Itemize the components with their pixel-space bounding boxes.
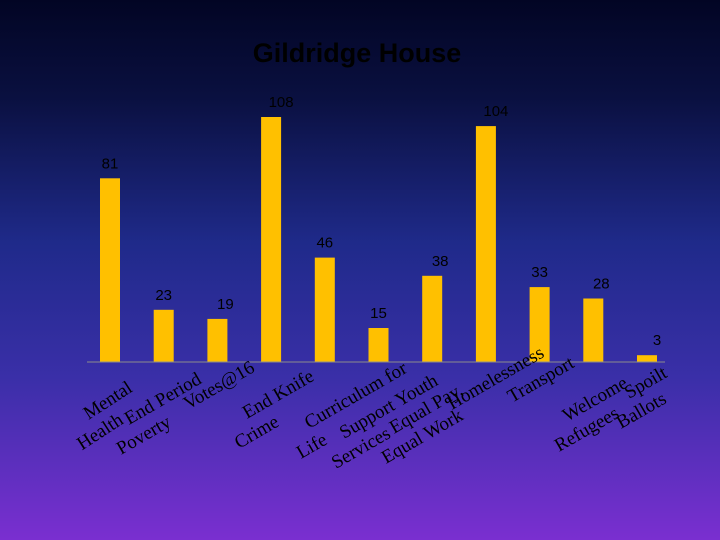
value-label-8: 104	[483, 103, 508, 120]
value-label-10: 28	[593, 276, 610, 293]
bar-9	[529, 287, 550, 362]
bar-2	[153, 309, 174, 362]
value-labels-group: 81 23 19 108 46 15 38 104 33 28 3	[102, 94, 662, 349]
value-label-2: 23	[155, 287, 172, 304]
value-label-11: 3	[653, 332, 661, 349]
value-label-3: 19	[217, 296, 234, 313]
bar-4	[261, 117, 282, 362]
value-label-1: 81	[102, 155, 119, 172]
value-label-4: 108	[269, 94, 294, 111]
value-label-7: 38	[432, 253, 449, 270]
bar-10	[583, 298, 604, 362]
bar-11	[637, 355, 657, 362]
value-label-5: 46	[316, 235, 333, 252]
bar-5	[314, 257, 335, 362]
bars-group	[100, 117, 657, 363]
bar-3	[207, 318, 228, 362]
bar-8	[475, 126, 496, 362]
value-label-6: 15	[370, 305, 387, 322]
value-label-9: 33	[531, 264, 548, 281]
chart-title: Gildridge House	[253, 38, 462, 68]
bar-7	[422, 275, 443, 362]
bar-1	[100, 178, 120, 363]
bar-6	[368, 328, 389, 362]
